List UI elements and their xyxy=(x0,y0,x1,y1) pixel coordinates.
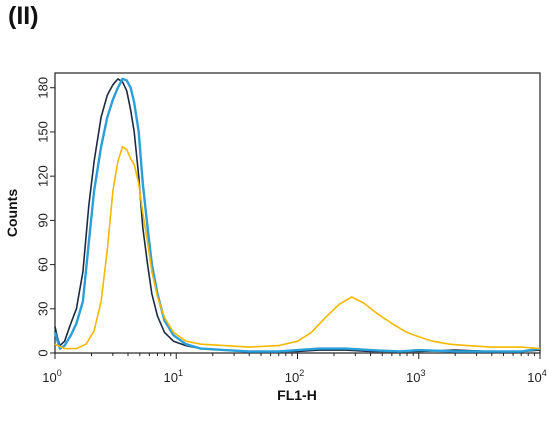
y-tick-label: 0 xyxy=(36,349,51,356)
y-axis-title: Counts xyxy=(4,189,20,237)
x-tick-label: 103 xyxy=(406,368,425,385)
x-tick-label: 101 xyxy=(164,368,183,385)
histogram-series-line-3 xyxy=(54,145,541,350)
y-tick-label: 150 xyxy=(36,121,51,143)
histogram-series-line-2 xyxy=(53,77,541,353)
x-axis-title: FL1-H xyxy=(277,387,317,403)
x-axis: 100 101 102 103 104 xyxy=(42,353,547,385)
y-tick-label: 30 xyxy=(36,302,51,316)
x-tick-label: 100 xyxy=(42,368,61,385)
series-layer xyxy=(53,77,541,353)
plot-frame xyxy=(54,72,541,354)
y-tick-label: 120 xyxy=(36,165,51,187)
x-tick-label: 104 xyxy=(527,368,546,385)
y-tick-label: 180 xyxy=(36,77,51,99)
panel-label: (II) xyxy=(8,2,39,30)
y-tick-label: 90 xyxy=(36,213,51,227)
y-tick-label: 60 xyxy=(36,257,51,271)
y-axis: 0 30 60 90 120 150 180 xyxy=(36,77,55,357)
histogram-series-line-1 xyxy=(54,78,541,353)
x-tick-label: 102 xyxy=(285,368,304,385)
